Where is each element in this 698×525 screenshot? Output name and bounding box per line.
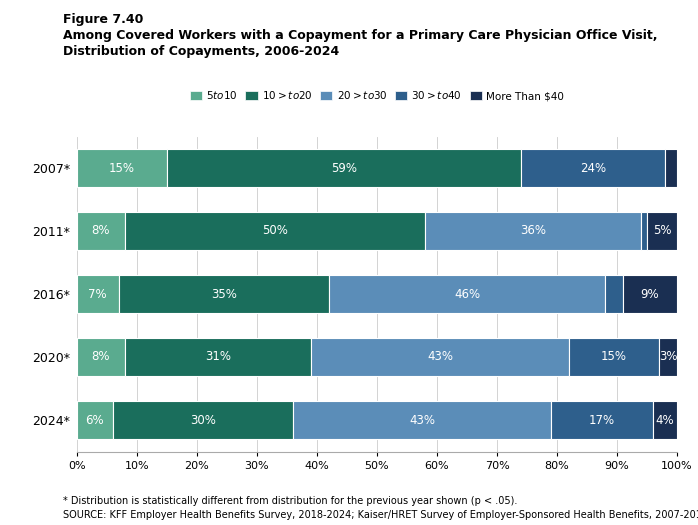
Text: 50%: 50% [262,225,288,237]
Text: 35%: 35% [211,288,237,300]
Text: 8%: 8% [91,225,110,237]
Bar [569,338,659,376]
Text: 30%: 30% [190,414,216,426]
Text: 31%: 31% [205,351,231,363]
Text: * Distribution is statistically different from distribution for the previous yea: * Distribution is statistically differen… [63,496,517,506]
Bar [311,338,569,376]
Bar [425,212,641,250]
Text: 17%: 17% [589,414,615,426]
Text: 43%: 43% [427,351,453,363]
Text: 6%: 6% [85,414,104,426]
Text: 3%: 3% [659,351,677,363]
Bar [665,149,677,187]
Text: 8%: 8% [91,351,110,363]
Bar [77,338,125,376]
Text: 24%: 24% [580,162,606,174]
Text: 59%: 59% [331,162,357,174]
Bar [521,149,665,187]
Text: 7%: 7% [89,288,107,300]
Bar [551,401,653,439]
Text: 46%: 46% [454,288,480,300]
Text: SOURCE: KFF Employer Health Benefits Survey, 2018-2024; Kaiser/HRET Survey of Em: SOURCE: KFF Employer Health Benefits Sur… [63,510,698,520]
Bar [77,275,119,313]
Text: 43%: 43% [409,414,435,426]
Bar [119,275,329,313]
Bar [113,401,293,439]
Text: 36%: 36% [520,225,546,237]
Bar [125,338,311,376]
Text: 5%: 5% [653,225,671,237]
Text: Among Covered Workers with a Copayment for a Primary Care Physician Office Visit: Among Covered Workers with a Copayment f… [63,29,658,42]
Text: Figure 7.40: Figure 7.40 [63,13,143,26]
Legend: $5 to $10, $10> to $20, $20> to $30, $30> to $40, More Than $40: $5 to $10, $10> to $20, $20> to $30, $30… [186,85,568,106]
Bar [623,275,677,313]
Text: Distribution of Copayments, 2006-2024: Distribution of Copayments, 2006-2024 [63,45,339,58]
Bar [77,149,167,187]
Bar [125,212,425,250]
Bar [77,401,113,439]
Bar [77,212,125,250]
Bar [641,212,647,250]
Bar [647,212,677,250]
Bar [605,275,623,313]
Bar [659,338,677,376]
Bar [653,401,677,439]
Bar [293,401,551,439]
Text: 15%: 15% [601,351,627,363]
Text: 9%: 9% [641,288,660,300]
Bar [329,275,605,313]
Text: 4%: 4% [655,414,674,426]
Text: 15%: 15% [109,162,135,174]
Bar [167,149,521,187]
